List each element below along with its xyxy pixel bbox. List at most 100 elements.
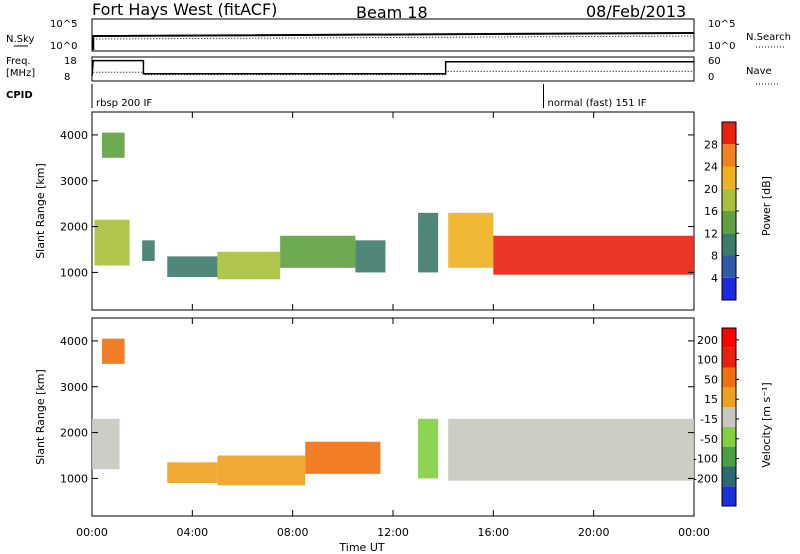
colorbar-segment — [722, 122, 736, 145]
cpid-segment-label: rbsp 200 IF — [96, 98, 152, 109]
heatmap-patch — [102, 338, 125, 364]
colorbar-segment — [722, 347, 736, 368]
colorbar-tick-label: -15 — [700, 413, 718, 426]
colorbar-segment — [722, 144, 736, 167]
heatmap-patch — [167, 462, 218, 483]
x-axis-label: Time UT — [338, 541, 384, 554]
velocity-panel — [91, 317, 695, 517]
heatmap-patch — [217, 455, 306, 486]
colorbar-segment — [722, 466, 736, 487]
heatmap-patch — [448, 212, 494, 268]
x-tick-label: 08:00 — [277, 526, 309, 539]
colorbar-segment — [722, 166, 736, 189]
power-panel — [91, 111, 695, 311]
nave-label: Nave — [746, 66, 772, 77]
beam-title: Beam 18 — [356, 3, 428, 22]
colorbar-tick-label: 8 — [711, 250, 718, 263]
cpid-segment-label: normal (fast) 151 IF — [548, 98, 647, 109]
freq-series-line — [91, 59, 694, 76]
nsky-tick-top: 10^5 — [50, 19, 77, 30]
colorbar-segment — [722, 188, 736, 211]
colorbar-segment — [722, 211, 736, 234]
y-tick-label: 1000 — [60, 266, 88, 279]
colorbar-segment — [722, 277, 736, 300]
y-tick-label: 1000 — [60, 472, 88, 485]
y-tick-label: 4000 — [60, 129, 88, 142]
colorbar-segment — [722, 446, 736, 467]
nsky-panel — [91, 18, 695, 52]
y-tick-label: 3000 — [60, 175, 88, 188]
colorbar-tick-label: -100 — [693, 453, 718, 466]
colorbar-segment — [722, 367, 736, 388]
colorbar-tick-label: 50 — [704, 373, 718, 386]
power-yticks: 1000 2000 3000 4000 — [60, 129, 694, 279]
heatmap-patch — [92, 418, 120, 470]
heatmap-patch — [305, 441, 381, 474]
cpid-label: CPID — [6, 90, 33, 101]
colorbar-segment — [722, 255, 736, 278]
colorbar-tick-label: 28 — [704, 138, 718, 151]
freq-label-line1: Freq. — [6, 56, 31, 67]
nsearch-series-line — [93, 35, 695, 40]
nave-tick-bottom: 0 — [708, 72, 714, 83]
colorbar-tick-label: 24 — [704, 161, 718, 174]
heatmap-patch — [94, 219, 130, 266]
velocity-ylabel: Slant Range [km] — [34, 369, 47, 465]
colorbar-tick-label: -200 — [693, 472, 718, 485]
heatmap-patch — [102, 132, 125, 158]
velocity-patches — [92, 338, 694, 486]
heatmap-patch — [418, 418, 439, 479]
colorbar-frame — [721, 327, 737, 507]
colorbar-tick-label: 200 — [697, 334, 718, 347]
freq-tick-top: 18 — [64, 56, 77, 67]
colorbar-tick-label: 100 — [697, 354, 718, 367]
nsearch-tick-top: 10^5 — [708, 19, 735, 30]
nsky-tick-bottom: 10^0 — [50, 41, 77, 52]
velocity-yticks: 1000 2000 3000 4000 — [60, 335, 694, 485]
power-patches — [94, 132, 694, 280]
y-tick-label: 2000 — [60, 427, 88, 440]
colorbar-segment — [722, 233, 736, 256]
colorbar-tick-label: 4 — [711, 272, 718, 285]
power-colorbar: 4 8 12 16 20 24 28 — [704, 121, 739, 301]
nsky-trace — [92, 32, 695, 50]
colorbar-segment — [722, 426, 736, 447]
velocity-colorbar: 200 100 50 15 -15 -50 -100 -200 — [693, 327, 739, 507]
y-tick-label: 2000 — [60, 221, 88, 234]
colorbar-tick-label: 12 — [704, 227, 718, 240]
heatmap-patch — [167, 256, 218, 277]
heatmap-patch — [355, 240, 386, 273]
date-title: 08/Feb/2013 — [586, 2, 686, 21]
heatmap-patch — [418, 212, 439, 273]
heatmap-patch — [142, 240, 155, 261]
heatmap-patch — [217, 251, 281, 280]
colorbar-segment — [722, 486, 736, 506]
nsky-label: N.Sky — [6, 34, 34, 45]
radar-title: Fort Hays West (fitACF) — [92, 0, 277, 19]
heatmap-patch — [493, 235, 694, 275]
colorbar-tick-label: 16 — [704, 205, 718, 218]
x-tick-label: 12:00 — [377, 526, 409, 539]
freq-panel — [91, 56, 695, 82]
x-tick-label: 00:00 — [76, 526, 108, 539]
velocity-colorbar-label: Velocity [m s⁻¹] — [760, 382, 773, 467]
colorbar-tick-label: 20 — [704, 183, 718, 196]
colorbar-segment — [722, 387, 736, 408]
power-colorbar-label: Power [dB] — [760, 176, 773, 236]
nsearch-label: N.Search — [746, 32, 791, 43]
colorbar-tick-label: -50 — [700, 433, 718, 446]
x-tick-label: 20:00 — [578, 526, 610, 539]
freq-trace — [91, 59, 694, 76]
cpid-segments: rbsp 200 IF normal (fast) 151 IF — [91, 84, 647, 109]
freq-label-line2: [MHz] — [6, 68, 35, 79]
colorbar-segment — [722, 328, 736, 348]
nave-series-line — [93, 70, 694, 76]
freq-tick-bottom: 8 — [64, 72, 70, 83]
x-axis-ticks: 00:00 04:00 08:00 12:00 16:00 20:00 00:00 — [76, 112, 710, 539]
colorbar-segment — [722, 407, 736, 427]
heatmap-patch — [280, 235, 356, 268]
x-tick-label: 16:00 — [477, 526, 509, 539]
power-ylabel: Slant Range [km] — [34, 163, 47, 259]
colorbar-tick-label: 15 — [704, 393, 718, 406]
nave-tick-top: 60 — [708, 56, 721, 67]
